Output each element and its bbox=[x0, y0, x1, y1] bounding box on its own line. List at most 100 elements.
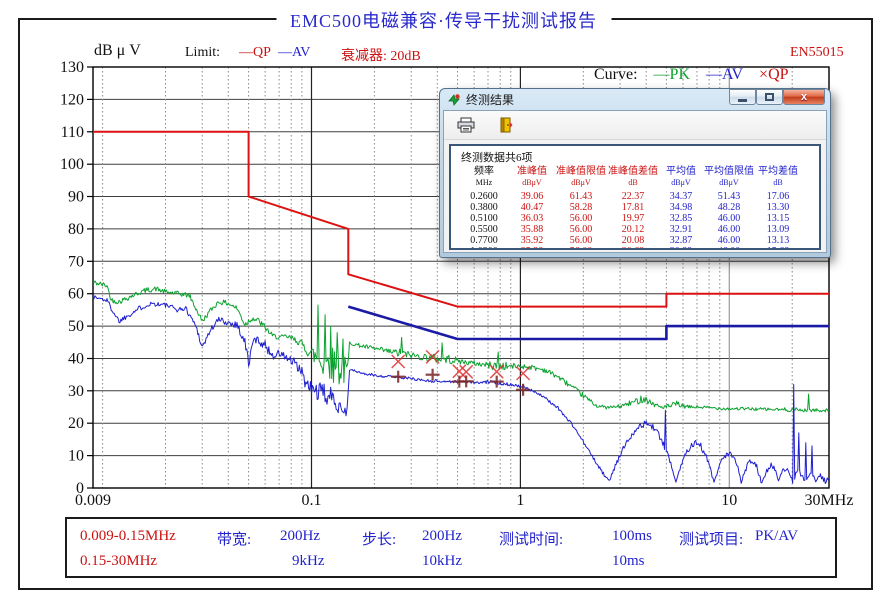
results-table-header: 频率 准峰值 准峰值限值 准峰值差值 平均值 平均值限值 平均差值 bbox=[451, 166, 819, 178]
close-button[interactable]: x bbox=[783, 89, 825, 105]
table-cell: 13.13 bbox=[766, 235, 790, 246]
results-dialog: 终测结果 x bbox=[439, 88, 831, 258]
test-item-value: PK/AV bbox=[755, 528, 799, 544]
y-tick-label: 80 bbox=[68, 221, 84, 238]
y-tick-label: 20 bbox=[68, 415, 84, 432]
av-marker bbox=[459, 375, 474, 388]
minimize-button[interactable] bbox=[729, 89, 756, 105]
dialog-titlebar[interactable]: 终测结果 x bbox=[443, 89, 827, 110]
qp-marker bbox=[489, 364, 504, 379]
bandwidth-value-high: 9kHz bbox=[292, 553, 325, 569]
standard-label: EN55015 bbox=[790, 45, 844, 60]
attenuator-label: 衰减器: 20dB bbox=[341, 49, 421, 64]
y-tick-label: 100 bbox=[60, 156, 84, 173]
pk-legend: —PK bbox=[653, 66, 690, 83]
curve-legend: Curve: —PK —AV ×QP bbox=[594, 66, 789, 84]
table-cell: 51.43 bbox=[717, 191, 741, 202]
table-cell: 19.97 bbox=[621, 213, 645, 224]
y-tick-label: 40 bbox=[68, 351, 84, 368]
table-cell: 56.00 bbox=[569, 213, 593, 224]
dialog-title: 终测结果 bbox=[466, 93, 515, 107]
table-cell: 22.37 bbox=[621, 191, 645, 202]
qp-marker bbox=[391, 354, 406, 369]
column-header: 平均差值 bbox=[758, 166, 798, 177]
qp-limit-curve bbox=[93, 130, 829, 308]
plot-border bbox=[92, 66, 830, 489]
qp-marker bbox=[425, 349, 440, 364]
table-cell: 46.00 bbox=[717, 213, 741, 224]
table-cell: 0.7700 bbox=[470, 235, 498, 246]
av-marker bbox=[391, 370, 406, 383]
qp-marker bbox=[459, 364, 474, 379]
step-value-low: 200Hz bbox=[422, 528, 462, 544]
maximize-icon bbox=[765, 93, 774, 101]
av-marker bbox=[516, 383, 531, 396]
column-header: 准峰值差值 bbox=[608, 166, 658, 177]
table-cell: 46.00 bbox=[717, 235, 741, 246]
table-cell: 13.09 bbox=[766, 224, 790, 235]
close-icon: x bbox=[800, 90, 808, 103]
results-table-units: MHz dBμV dBμV dB dBμV dBμV dB bbox=[451, 178, 819, 187]
table-cell: 20.08 bbox=[621, 235, 645, 246]
curve-legend-label: Curve: bbox=[594, 66, 638, 83]
range-low-label: 0.009-0.15MHz bbox=[80, 528, 176, 544]
table-row: 0.2600 39.06 61.43 22.37 34.37 51.43 17.06 bbox=[451, 191, 819, 202]
qp-marker bbox=[516, 366, 531, 381]
step-value-high: 10kHz bbox=[422, 553, 462, 569]
table-cell: 30.32 bbox=[659, 246, 703, 248]
qp-legend: ×QP bbox=[759, 66, 789, 83]
y-tick-label: 0 bbox=[76, 480, 84, 497]
y-tick-label: 110 bbox=[61, 124, 84, 141]
y-tick-label: 120 bbox=[60, 91, 84, 108]
y-tick-label: 70 bbox=[68, 253, 84, 270]
bandwidth-label: 带宽: bbox=[217, 532, 252, 548]
av-marker bbox=[425, 368, 440, 381]
table-cell: 0.5100 bbox=[470, 213, 498, 224]
table-cell: 46.00 bbox=[703, 246, 755, 248]
x-tick-label: 0.009 bbox=[75, 492, 111, 509]
exit-button[interactable] bbox=[494, 113, 518, 137]
results-table: 0.2600 39.06 61.43 22.37 34.37 51.43 17.06 0.38… bbox=[451, 191, 819, 248]
table-cell: 13.30 bbox=[766, 202, 790, 213]
table-cell: 0.2600 bbox=[470, 191, 498, 202]
column-unit: dBμV bbox=[522, 178, 542, 187]
table-cell: 34.98 bbox=[669, 202, 693, 213]
column-unit: dB bbox=[628, 178, 638, 187]
table-cell: 35.92 bbox=[520, 235, 544, 246]
test-time-value-high: 10ms bbox=[612, 553, 645, 569]
results-panel: 终测数据共6项 频率 准峰值 准峰值限值 准峰值差值 平均值 平均值限值 平均差值 MHz d… bbox=[449, 144, 821, 250]
range-high-label: 0.15-30MHz bbox=[80, 553, 158, 569]
results-summary: 终测数据共6项 bbox=[461, 152, 533, 164]
maximize-button[interactable] bbox=[756, 89, 783, 105]
y-axis-unit-label: dB μ V bbox=[94, 42, 141, 59]
print-button[interactable] bbox=[454, 113, 478, 137]
y-tick-label: 50 bbox=[68, 318, 84, 335]
column-unit: dBμV bbox=[719, 178, 739, 187]
test-item-label: 测试项目: bbox=[679, 532, 744, 548]
table-cell: 0.5500 bbox=[470, 224, 498, 235]
limit-av-legend: —AV bbox=[278, 45, 311, 60]
column-header: 准峰值限值 bbox=[556, 166, 606, 177]
table-cell: 40.47 bbox=[520, 202, 544, 213]
table-cell: 32.85 bbox=[669, 213, 693, 224]
table-cell: 20.62 bbox=[607, 246, 659, 248]
pk-curve bbox=[93, 280, 829, 413]
column-header: 平均值 bbox=[666, 166, 696, 177]
table-cell: 15.68 bbox=[755, 246, 801, 248]
table-cell: 56.00 bbox=[569, 224, 593, 235]
exit-door-icon bbox=[500, 117, 513, 133]
table-cell: 17.06 bbox=[766, 191, 790, 202]
table-cell: 35.38 bbox=[509, 246, 555, 248]
table-cell: 34.37 bbox=[669, 191, 693, 202]
column-header: 准峰值 bbox=[517, 166, 547, 177]
test-settings-box: 0.009-0.15MHz 带宽: 200Hz 步长: 200Hz 测试时间: … bbox=[65, 517, 837, 578]
y-tick-label: 10 bbox=[68, 448, 84, 465]
table-cell: 35.88 bbox=[520, 224, 544, 235]
table-cell: 36.03 bbox=[520, 213, 544, 224]
column-unit: MHz bbox=[475, 178, 493, 187]
x-tick-label: 30MHz bbox=[805, 492, 854, 509]
table-cell: 32.91 bbox=[669, 224, 693, 235]
qp-marker bbox=[452, 364, 467, 379]
page-title: EMC500电磁兼容·传导干扰测试报告 bbox=[276, 7, 611, 33]
limit-qp-legend: —QP bbox=[239, 45, 271, 60]
